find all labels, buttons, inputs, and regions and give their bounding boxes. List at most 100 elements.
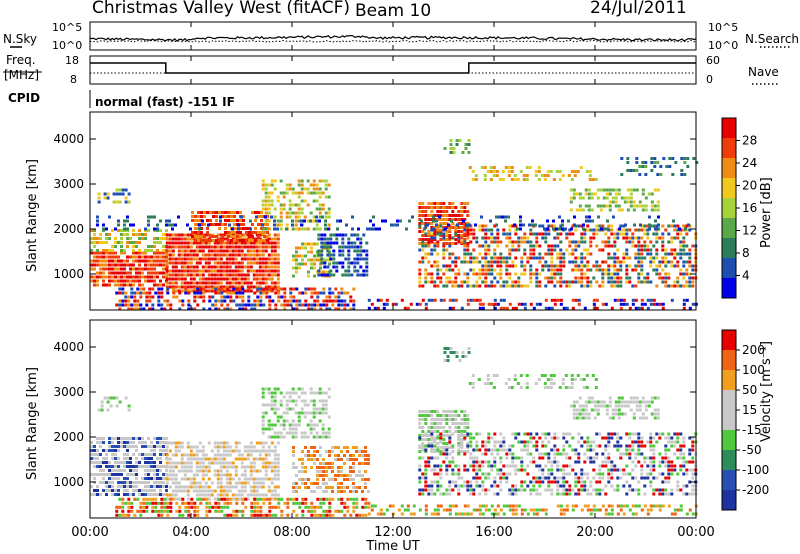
power-cell-1901 [451, 260, 455, 264]
velocity-cell-965 [328, 486, 331, 489]
power-cell-542 [213, 261, 217, 265]
velocity-cell-836 [312, 391, 316, 395]
power-cell-3000 [147, 223, 150, 227]
power-cell-2510 [652, 260, 656, 264]
velocity-cell-380 [180, 489, 184, 493]
power-cell-98 [126, 271, 129, 275]
power-cell-2667 [507, 170, 511, 173]
power-cell-2597 [682, 236, 686, 240]
power-cell-3151 [654, 219, 657, 223]
velocity-cell-1035 [358, 470, 361, 473]
power-cell-2465 [637, 276, 641, 280]
velocity-cell-411 [189, 485, 193, 489]
power-cell-1037 [279, 203, 283, 207]
power-cell-1105 [309, 211, 313, 215]
velocity-cell-1539 [439, 436, 443, 440]
velocity-cell-1243 [292, 509, 296, 513]
velocity-cell-346 [171, 489, 175, 493]
power-cell-640 [234, 249, 238, 253]
power-cell-760 [261, 241, 265, 245]
velocity-cell-1633 [475, 456, 479, 460]
velocity-cell-765 [279, 431, 283, 435]
velocity-cell-1693 [496, 440, 500, 444]
power-cell-1945 [466, 272, 470, 276]
power-cell-2316 [586, 284, 590, 288]
power-cell-2548 [664, 280, 668, 284]
velocity-cell-1235 [283, 501, 287, 505]
power-cell-1226 [320, 237, 324, 241]
velocity-cell-1620 [472, 436, 476, 440]
velocity-cell-173 [135, 457, 138, 460]
power-cell-1075 [297, 183, 301, 187]
power-cell-1379 [139, 303, 143, 307]
velocity-cell-516 [222, 441, 226, 445]
velocity-cell-606 [246, 481, 250, 485]
power-cell-2527 [658, 272, 662, 276]
power-cell-2292 [580, 268, 584, 272]
power-cell-80 [120, 259, 123, 263]
power-cell-165 [153, 267, 156, 271]
power-cell-267 [144, 249, 147, 252]
velocity-cell-945 [322, 462, 325, 465]
velocity-cell-962 [328, 462, 331, 465]
power-cell-3095 [480, 215, 483, 219]
velocity-cell-45 [102, 461, 105, 464]
power-cell-3048 [321, 215, 324, 219]
power-cell-2305 [583, 276, 587, 280]
velocity-cell-301 [100, 404, 104, 408]
power-cell-2428 [625, 256, 629, 260]
velocity-cell-1465 [449, 347, 453, 350]
velocity-cell-469 [207, 469, 211, 473]
power-cell-1957 [469, 284, 473, 288]
power-cell-983 [263, 235, 266, 238]
velocity-cell-466 [207, 457, 211, 461]
velocity-cell-863 [321, 423, 325, 427]
power-cell-1376 [139, 287, 143, 291]
power-cell-1307 [353, 249, 357, 253]
power-cell-1129 [318, 211, 322, 215]
velocity-cell-1723 [505, 476, 509, 480]
velocity-cell-1153 [202, 497, 206, 501]
power-cell-1159 [295, 270, 298, 274]
power-cell-1510 [253, 303, 257, 307]
power-cell-929 [236, 211, 239, 214]
power-cell-864 [200, 231, 203, 234]
velocity-cell-1512 [430, 444, 434, 448]
velocity-cell-825 [306, 411, 310, 415]
velocity-cell-192 [141, 445, 144, 448]
power-cell-1446 [202, 295, 206, 299]
power-cell-2118 [523, 232, 527, 236]
power-cell-124 [138, 251, 141, 255]
velocity-cell-1469 [455, 355, 459, 358]
velocity-cell-1655 [481, 480, 485, 484]
power-cell-30 [102, 255, 105, 259]
power-cell-186 [162, 259, 165, 263]
velocity-cell-1630 [475, 440, 479, 444]
velocity-cell-389 [183, 489, 187, 493]
velocity-cell-888 [295, 466, 298, 469]
power-cell-2979 [96, 215, 99, 219]
power-cell-2291 [580, 264, 584, 268]
power-cell-3152 [654, 227, 657, 231]
velocity-cell-1037 [358, 486, 361, 489]
power-cell-2390 [613, 268, 617, 272]
velocity-cell-618 [249, 485, 253, 489]
power-cell-2781 [632, 188, 636, 192]
velocity-cell-1000 [343, 478, 346, 481]
power-cell-2576 [676, 228, 680, 232]
power-cell-1223 [317, 269, 321, 273]
power-cell-2051 [499, 256, 503, 260]
power-cell-1632 [349, 307, 353, 311]
velocity-cell-296 [165, 485, 168, 488]
power-cell-73 [117, 263, 120, 267]
power-cell-345 [171, 241, 175, 245]
velocity-cell-1651 [481, 452, 485, 456]
power-cell-2288 [580, 252, 584, 256]
power-cell-2128 [526, 240, 530, 244]
power-cell-2588 [679, 244, 683, 248]
velocity-cell-1638 [475, 476, 479, 480]
velocity-cell-1586 [457, 468, 461, 472]
power-cell-1110 [312, 191, 316, 195]
velocity-cell-1652 [481, 460, 485, 464]
power-cell-722 [252, 249, 256, 253]
